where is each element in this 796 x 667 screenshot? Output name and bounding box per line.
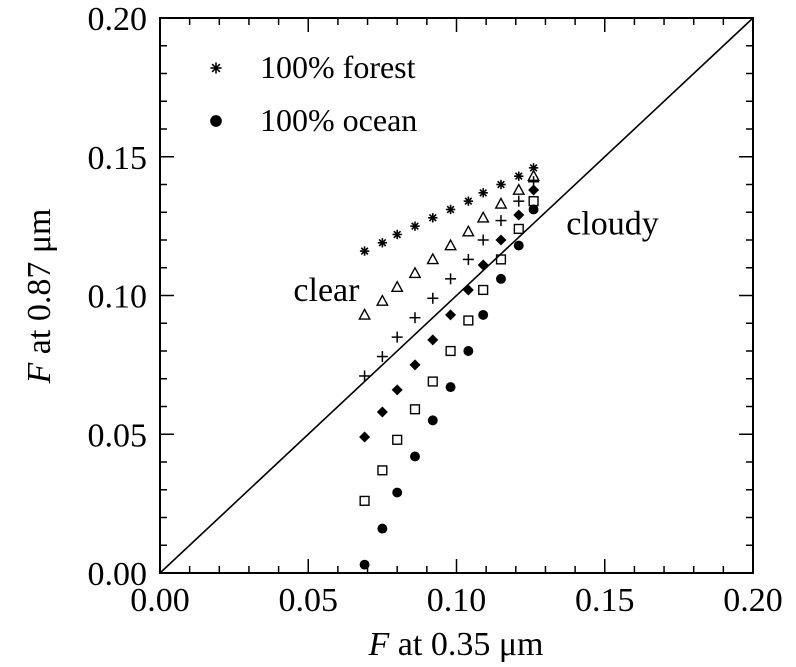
data-point-plus xyxy=(495,215,507,227)
data-point-open-triangle xyxy=(426,252,440,265)
data-point-asterisk xyxy=(445,204,456,215)
data-point-asterisk xyxy=(377,238,388,248)
data-point-plus xyxy=(513,195,525,207)
x-tick-label: 0.00 xyxy=(130,582,190,619)
data-point-plus xyxy=(445,273,457,285)
data-point-plus xyxy=(477,234,489,246)
data-point-open-triangle xyxy=(408,266,422,279)
data-point-plus xyxy=(391,331,403,343)
data-point-filled-circle xyxy=(513,240,524,251)
data-point-open-square xyxy=(392,434,403,445)
data-point-filled-diamond xyxy=(445,309,457,321)
data-point-filled-circle xyxy=(463,346,474,356)
data-point-plus xyxy=(409,312,421,324)
series-open-square xyxy=(359,196,539,506)
x-tick-label: 0.15 xyxy=(575,582,635,619)
series-plus xyxy=(359,176,540,382)
data-point-filled-circle xyxy=(427,415,438,426)
data-point-open-square xyxy=(463,315,474,326)
data-point-filled-circle xyxy=(359,559,370,570)
y-axis-label: F at 0.87 μm xyxy=(21,209,58,385)
y-tick-label: 0.20 xyxy=(88,1,148,38)
data-point-filled-diamond xyxy=(462,284,474,296)
data-point-filled-circle xyxy=(410,451,420,462)
data-point-asterisk xyxy=(463,196,474,206)
data-point-filled-diamond xyxy=(528,184,540,196)
data-point-open-triangle xyxy=(494,196,508,209)
data-point-filled-diamond xyxy=(359,431,371,443)
legend-marker-asterisk xyxy=(210,62,222,74)
data-point-open-triangle xyxy=(512,183,526,195)
series-open-triangle xyxy=(358,169,540,320)
one-to-one-reference-line xyxy=(159,17,754,574)
data-point-filled-diamond xyxy=(477,259,489,271)
y-tick-label: 0.15 xyxy=(88,140,148,177)
data-point-plus xyxy=(376,351,388,363)
data-point-open-triangle xyxy=(444,238,457,251)
data-point-filled-diamond xyxy=(495,234,507,246)
series-filled-circle xyxy=(359,204,539,570)
x-axis-label: F at 0.35 μm xyxy=(368,626,544,663)
data-point-plus xyxy=(462,253,474,265)
data-point-open-square xyxy=(409,404,421,415)
data-points xyxy=(358,163,540,570)
annotations: clear cloudy xyxy=(293,205,658,309)
data-point-open-square xyxy=(528,196,539,207)
data-point-filled-circle xyxy=(496,273,506,284)
data-point-filled-diamond xyxy=(376,406,388,418)
data-point-plus xyxy=(427,292,439,304)
data-point-filled-circle xyxy=(377,523,388,534)
data-point-asterisk xyxy=(392,229,402,240)
annotation-cloudy: cloudy xyxy=(566,205,659,242)
data-point-open-triangle xyxy=(476,210,490,223)
data-point-open-square xyxy=(427,376,438,387)
data-point-open-square xyxy=(359,495,370,506)
data-point-plus xyxy=(359,370,371,382)
legend-marker-filled-circle xyxy=(210,115,222,127)
series-filled-diamond xyxy=(359,184,540,443)
data-point-filled-circle xyxy=(445,382,456,393)
data-point-open-square xyxy=(445,345,456,357)
data-point-asterisk xyxy=(496,179,506,190)
x-tick-label: 0.05 xyxy=(279,582,339,619)
y-tick-label: 0.10 xyxy=(88,279,148,316)
data-point-filled-diamond xyxy=(391,384,403,396)
data-point-open-square xyxy=(377,465,388,476)
data-point-filled-diamond xyxy=(513,209,525,221)
data-point-asterisk xyxy=(528,163,539,173)
data-point-filled-circle xyxy=(478,309,489,320)
data-point-asterisk xyxy=(359,246,370,256)
y-tick-label: 0.05 xyxy=(88,417,148,454)
tick-marks xyxy=(159,17,754,574)
x-tick-label: 0.10 xyxy=(427,582,487,619)
y-tick-label: 0.00 xyxy=(88,556,148,593)
data-point-asterisk xyxy=(478,188,488,198)
data-point-filled-diamond xyxy=(427,334,439,346)
legend-label: 100% forest xyxy=(260,49,416,85)
legend: 100% forest 100% ocean xyxy=(210,49,417,138)
data-point-filled-circle xyxy=(528,204,539,215)
x-tick-label: 0.20 xyxy=(723,582,783,619)
series-asterisk xyxy=(359,163,539,256)
data-point-asterisk xyxy=(410,221,420,231)
data-point-open-triangle xyxy=(375,294,389,306)
x-tick-labels: 0.00 0.05 0.10 0.15 0.20 xyxy=(130,582,783,619)
data-point-asterisk xyxy=(514,171,524,181)
data-point-filled-diamond xyxy=(409,359,421,371)
data-point-open-triangle xyxy=(390,280,404,292)
y-tick-labels: 0.00 0.05 0.10 0.15 0.20 xyxy=(88,1,148,593)
annotation-clear: clear xyxy=(293,272,360,309)
data-point-open-triangle xyxy=(461,224,475,237)
data-point-open-square xyxy=(495,254,507,265)
data-point-asterisk xyxy=(428,213,438,223)
data-point-filled-circle xyxy=(392,487,403,498)
data-point-open-square xyxy=(478,284,489,296)
data-point-open-triangle xyxy=(358,307,371,320)
legend-label: 100% ocean xyxy=(260,102,417,138)
data-point-open-square xyxy=(513,223,524,235)
